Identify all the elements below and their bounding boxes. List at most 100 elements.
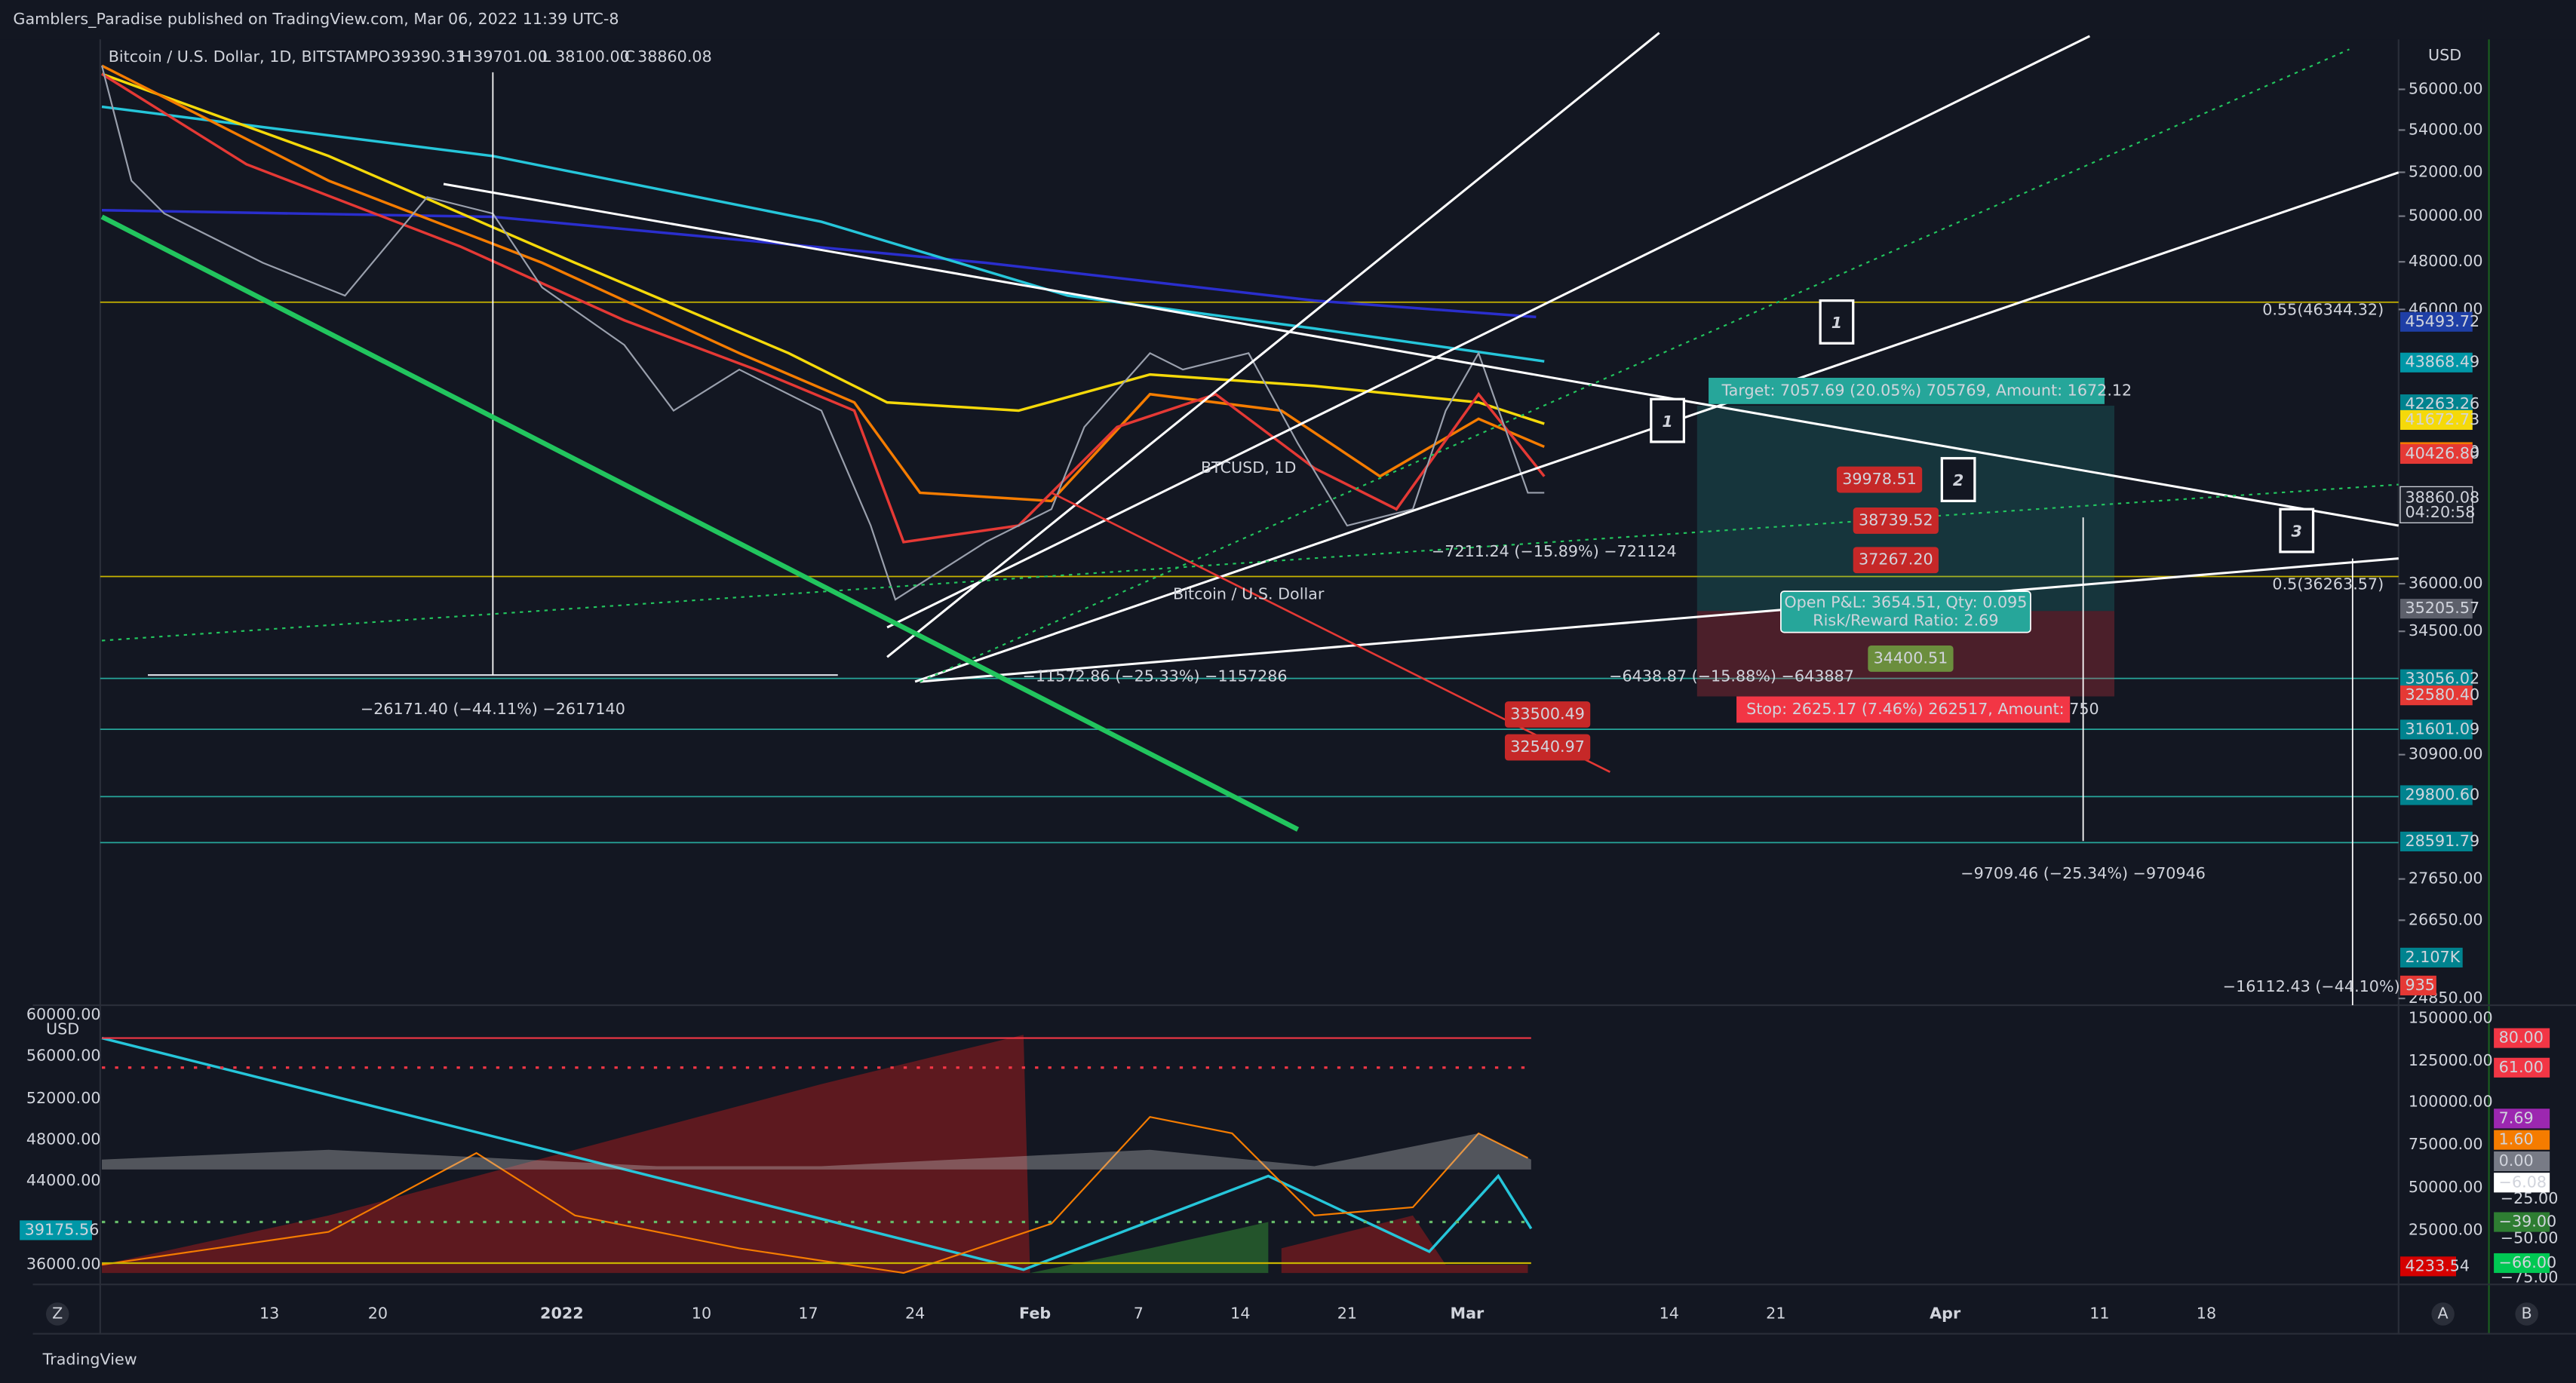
indicator-tick-label: 100000.00 (2409, 1093, 2493, 1111)
last-price-bg (2399, 486, 2473, 523)
price-tag: 33056.02 (2405, 670, 2479, 688)
indicator-tag: 4233.54 (2405, 1256, 2470, 1274)
time-label: 7 (1134, 1305, 1144, 1323)
time-label: 17 (798, 1305, 818, 1323)
marker-number: 2 (1953, 471, 1963, 489)
indicator-tick-label: 125000.00 (2409, 1051, 2493, 1069)
indicator-tag-bg (2494, 1253, 2550, 1274)
price-label-bg (1836, 466, 1923, 493)
time-label: 10 (692, 1305, 711, 1323)
fib-level: 0.55(46344.32) (2262, 301, 2384, 319)
indicator-line (101, 1115, 1528, 1274)
indicator-tag: 0.00 (2499, 1151, 2534, 1170)
volume-tag-bg (2399, 947, 2463, 967)
target-text: Target: 7057.69 (20.05%) 705769, Amount:… (1721, 381, 2132, 399)
price-tick-label: 56000.00 (2409, 79, 2483, 97)
price-tick-label: 27650.00 (2409, 869, 2483, 888)
last-price: 38860.08 (2405, 489, 2479, 507)
indicator-tick-label: 25000.00 (2409, 1220, 2483, 1238)
axis-currency: USD (46, 1020, 79, 1038)
indicator-tick-label: 60000.00 (26, 1005, 101, 1023)
risk-reward: Risk/Reward Ratio: 2.69 (1813, 611, 1998, 629)
scale-button[interactable] (2515, 1302, 2538, 1326)
measurement: −6438.87 (−15.88%) −643887 (1609, 667, 1854, 685)
time-label: 13 (259, 1305, 279, 1323)
scale-button-label[interactable]: A (2438, 1305, 2449, 1323)
marker-box (1819, 299, 1855, 345)
scale-button-label[interactable]: Z (52, 1305, 63, 1323)
time-label: Mar (1451, 1305, 1485, 1323)
scale-button-label[interactable]: B (2522, 1305, 2532, 1323)
price-tick-label: 52000.00 (2409, 162, 2483, 180)
indicator-area (1281, 1215, 1528, 1274)
moving-averages (101, 64, 1546, 544)
time-label: 21 (1337, 1305, 1357, 1323)
marker-number: 1 (1662, 412, 1672, 431)
price-label-bg (1853, 547, 1939, 574)
price-tag: 35205.57 (2405, 599, 2479, 617)
indicator-tag: 39175.56 (25, 1220, 100, 1238)
price-tick-label: 48000.00 (2409, 252, 2483, 270)
fib-level: 0.5(36263.57) (2272, 575, 2384, 593)
horizontal-levels (100, 301, 2399, 844)
indicator-tag: 7.69 (2499, 1109, 2534, 1127)
volume-tag-bg (2399, 975, 2436, 995)
measurement: −11572.86 (−25.33%) −1157286 (1023, 667, 1288, 685)
trend-lines (443, 32, 2399, 1006)
indicator-tag: −6.08 (2499, 1173, 2547, 1191)
header-text: Gamblers_Paradise published on TradingVi… (13, 10, 619, 29)
time-label: Feb (1019, 1305, 1051, 1323)
legend-key: H (460, 48, 472, 66)
time-label: 21 (1766, 1305, 1785, 1323)
indicator-tag: 61.00 (2499, 1058, 2544, 1076)
indicator-tag-bg (2494, 1151, 2550, 1172)
measurement: −16112.43 (−44.10%) (2223, 977, 2400, 995)
time-label: 11 (2089, 1305, 2109, 1323)
price-tag: 28591.79 (2405, 832, 2479, 850)
indicator-tag-bg (20, 1220, 92, 1240)
measurement: −9709.46 (−25.34%) −970946 (1960, 864, 2206, 882)
scale-button[interactable] (2431, 1302, 2455, 1326)
indicator-tag-bg (2494, 1028, 2550, 1048)
indicator-tag: −39.00 (2499, 1213, 2557, 1231)
price-label: 38739.52 (1859, 511, 1933, 529)
indicator-tag: −66.00 (2499, 1253, 2557, 1271)
price-tag: 43868.49 (2405, 353, 2479, 371)
scale-button[interactable] (45, 1302, 69, 1326)
time-label: 18 (2197, 1305, 2216, 1323)
stop-text: Stop: 2625.17 (7.46%) 262517, Amount: 75… (1746, 700, 2099, 718)
indicator-tag: 1.60 (2499, 1130, 2534, 1148)
indicator-tick-label: 52000.00 (26, 1089, 101, 1107)
price-tag: 42263.26 (2405, 394, 2479, 412)
indicator-band (102, 1133, 1531, 1170)
pl-box (1780, 590, 2031, 633)
watermark: Bitcoin / U.S. Dollar (1173, 584, 1325, 603)
price-tag-bg (2399, 785, 2473, 805)
price-tag: 32580.40 (2405, 685, 2479, 704)
indicator-tick-label: 150000.00 (2409, 1008, 2493, 1026)
legend-key: O (378, 48, 390, 66)
time-label: Apr (1930, 1305, 1961, 1323)
price-label-bg (1504, 701, 1591, 728)
price-tag-bg (2399, 311, 2473, 332)
price-label: 32540.97 (1510, 737, 1585, 756)
price-tag: 29800.60 (2405, 785, 2479, 803)
indicator-tag: 80.00 (2499, 1029, 2544, 1047)
legend-symbol: Bitcoin / U.S. Dollar, 1D, BITSTAMP (109, 48, 378, 66)
indicator-tag-bg (2494, 1212, 2550, 1232)
price-label: 34400.51 (1874, 649, 1948, 667)
price-tag: 40426.80 (2405, 444, 2479, 462)
price-label: 37267.20 (1859, 550, 1933, 569)
indicator-tick-label: 44000.00 (26, 1171, 101, 1189)
indicator-tag-bg (2494, 1130, 2550, 1150)
indicator-area (1030, 1222, 1269, 1274)
indicator-tick-label: 50000.00 (2409, 1178, 2483, 1196)
price-tick-label: 34500.00 (2409, 621, 2483, 639)
indicator-tick-label: 36000.00 (26, 1255, 101, 1273)
time-label: 14 (1230, 1305, 1250, 1323)
legend-value: 38100.00 (555, 48, 630, 66)
price-tag-bg (2399, 685, 2473, 706)
target-box (1709, 377, 2105, 404)
